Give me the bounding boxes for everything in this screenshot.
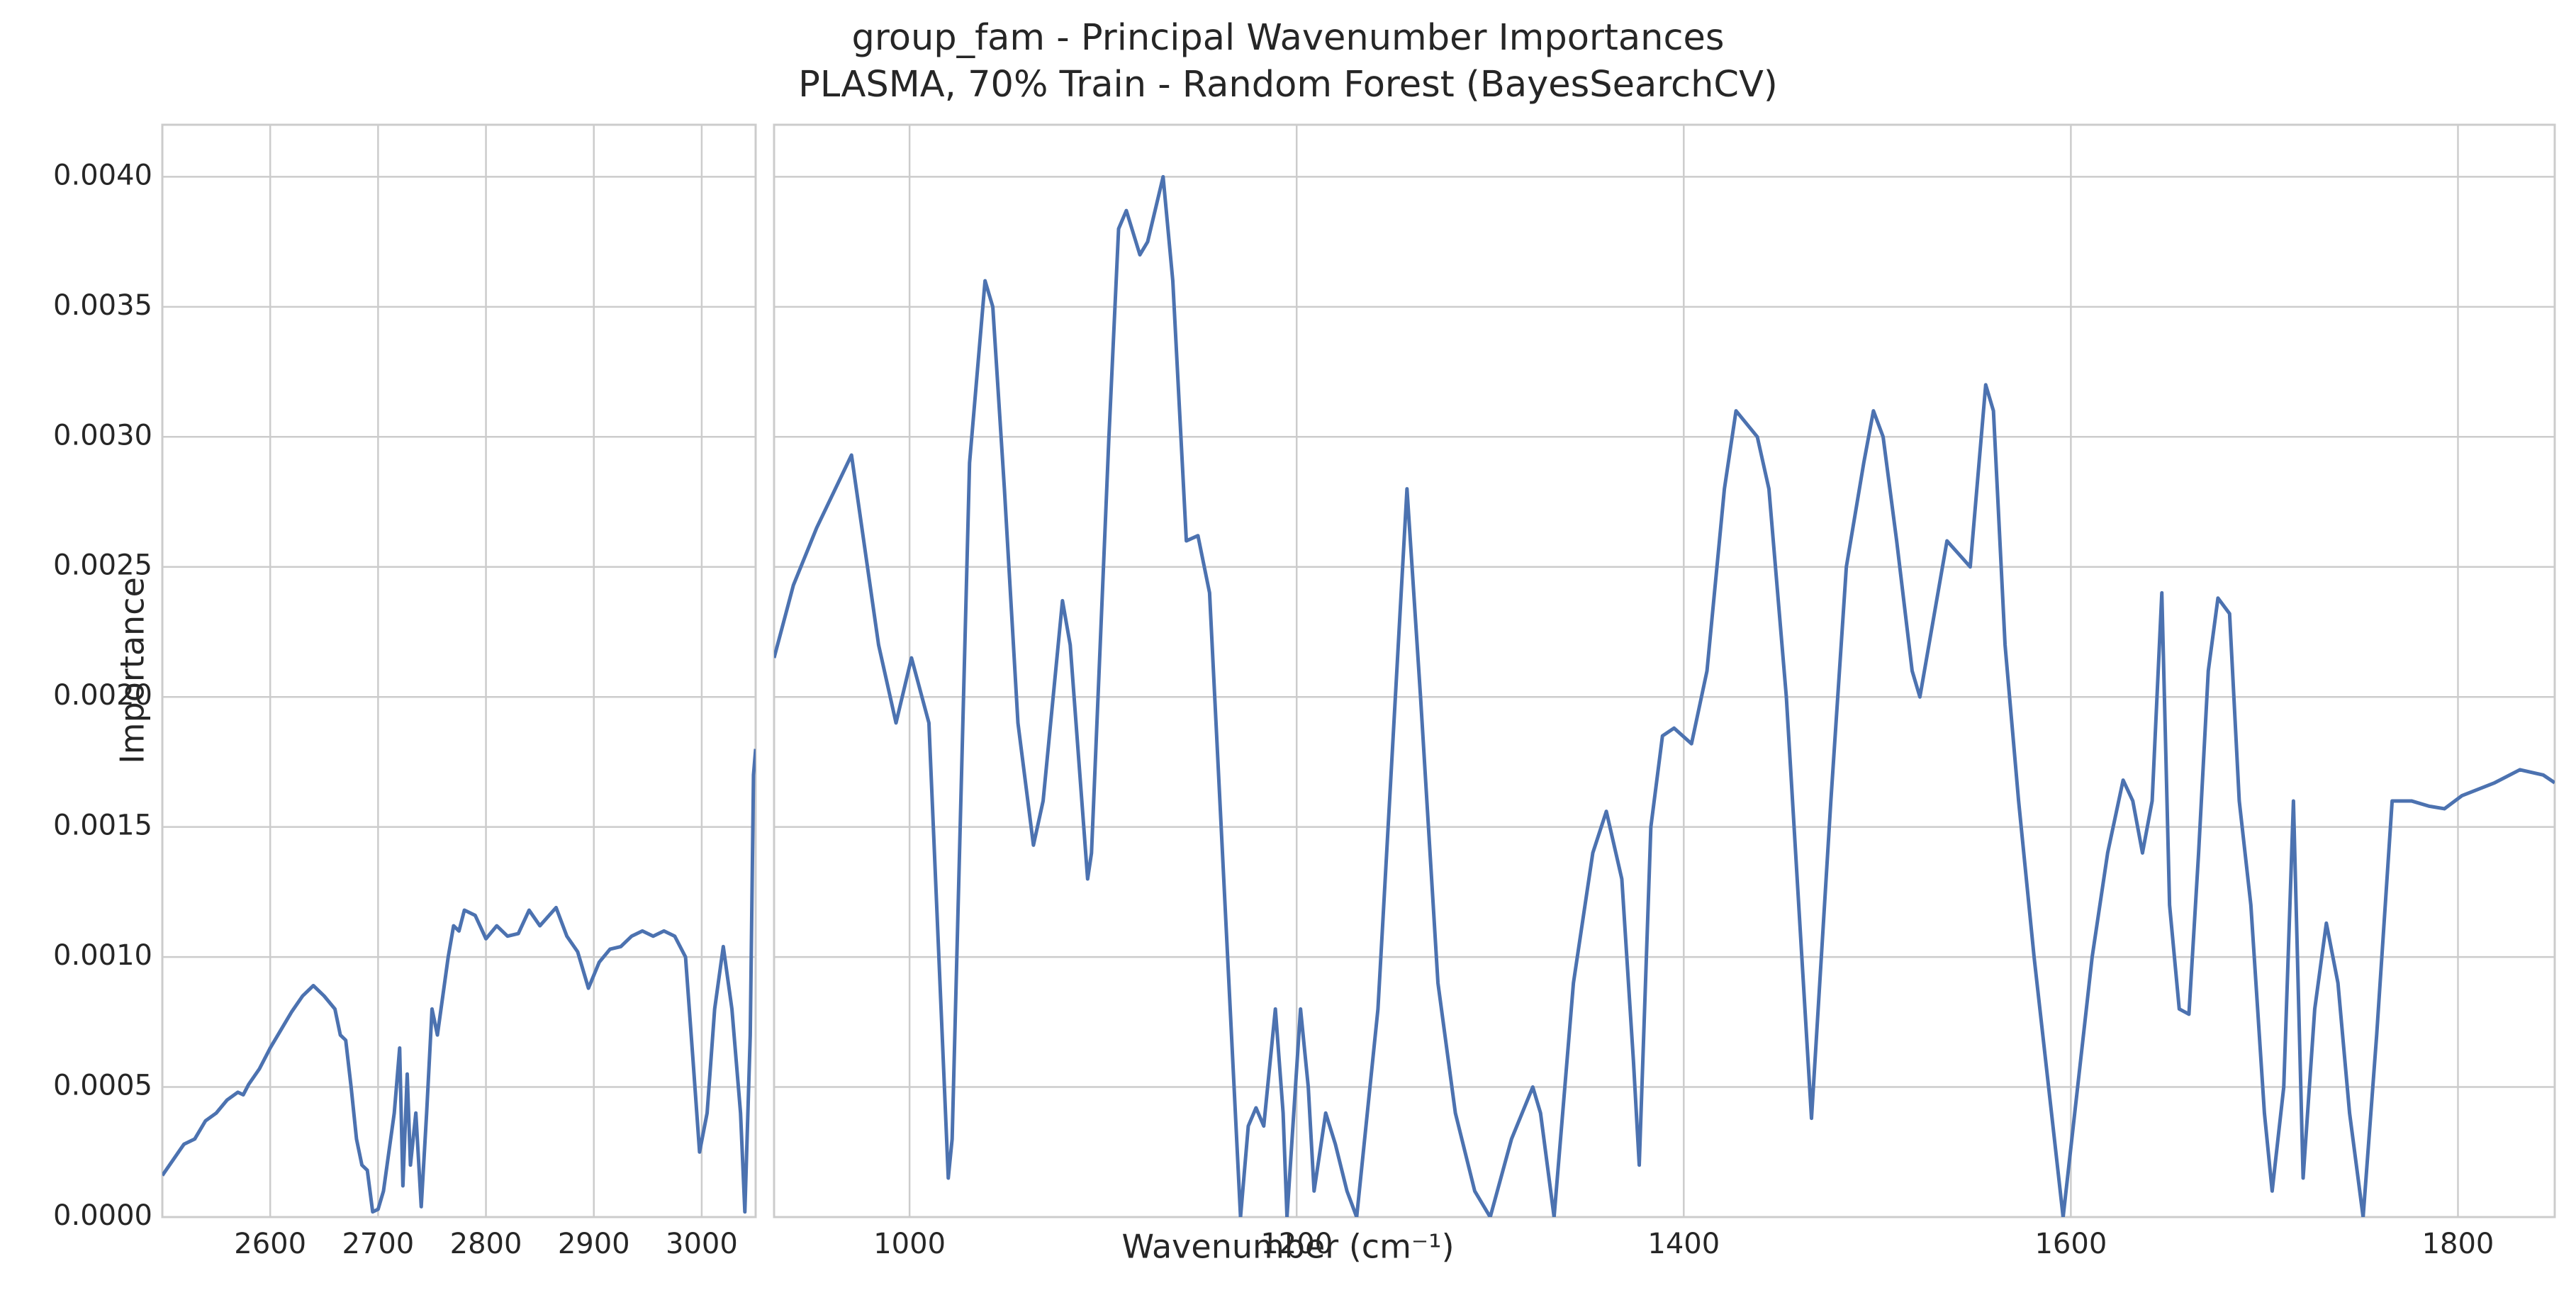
x-tick-label: 1000 (873, 1228, 946, 1260)
x-tick-label: 1400 (1647, 1228, 1720, 1260)
y-tick-label: 0.0015 (53, 809, 152, 842)
x-tick-label: 3000 (666, 1228, 738, 1260)
y-tick-label: 0.0025 (53, 549, 152, 582)
x-tick-label: 1800 (2422, 1228, 2494, 1260)
y-tick-label: 0.0020 (53, 679, 152, 712)
data-line (162, 749, 756, 1214)
y-tick-label: 0.0005 (53, 1070, 152, 1102)
x-tick-label: 2700 (342, 1228, 414, 1260)
y-axis-label: Importance (113, 577, 152, 764)
y-tick-label: 0.0040 (53, 159, 152, 191)
y-tick-label: 0.0035 (53, 289, 152, 322)
plot-frame (773, 123, 2556, 1218)
y-tick-label: 0.0030 (53, 419, 152, 452)
x-tick-label: 2600 (234, 1228, 306, 1260)
x-axis-label: Wavenumber (cm⁻¹) (1121, 1228, 1454, 1266)
chart-title: group_fam - Principal Wavenumber Importa… (852, 17, 1725, 59)
y-tick-label: 0.0000 (53, 1199, 152, 1232)
data-line (774, 174, 2555, 1217)
plot-frame (161, 123, 757, 1218)
y-tick-label: 0.0010 (53, 939, 152, 972)
x-tick-label: 1200 (1260, 1228, 1333, 1260)
chart-subtitle: PLASMA, 70% Train - Random Forest (Bayes… (798, 64, 1778, 106)
x-tick-label: 2800 (450, 1228, 522, 1260)
x-tick-label: 2900 (558, 1228, 630, 1260)
x-tick-label: 1600 (2034, 1228, 2107, 1260)
